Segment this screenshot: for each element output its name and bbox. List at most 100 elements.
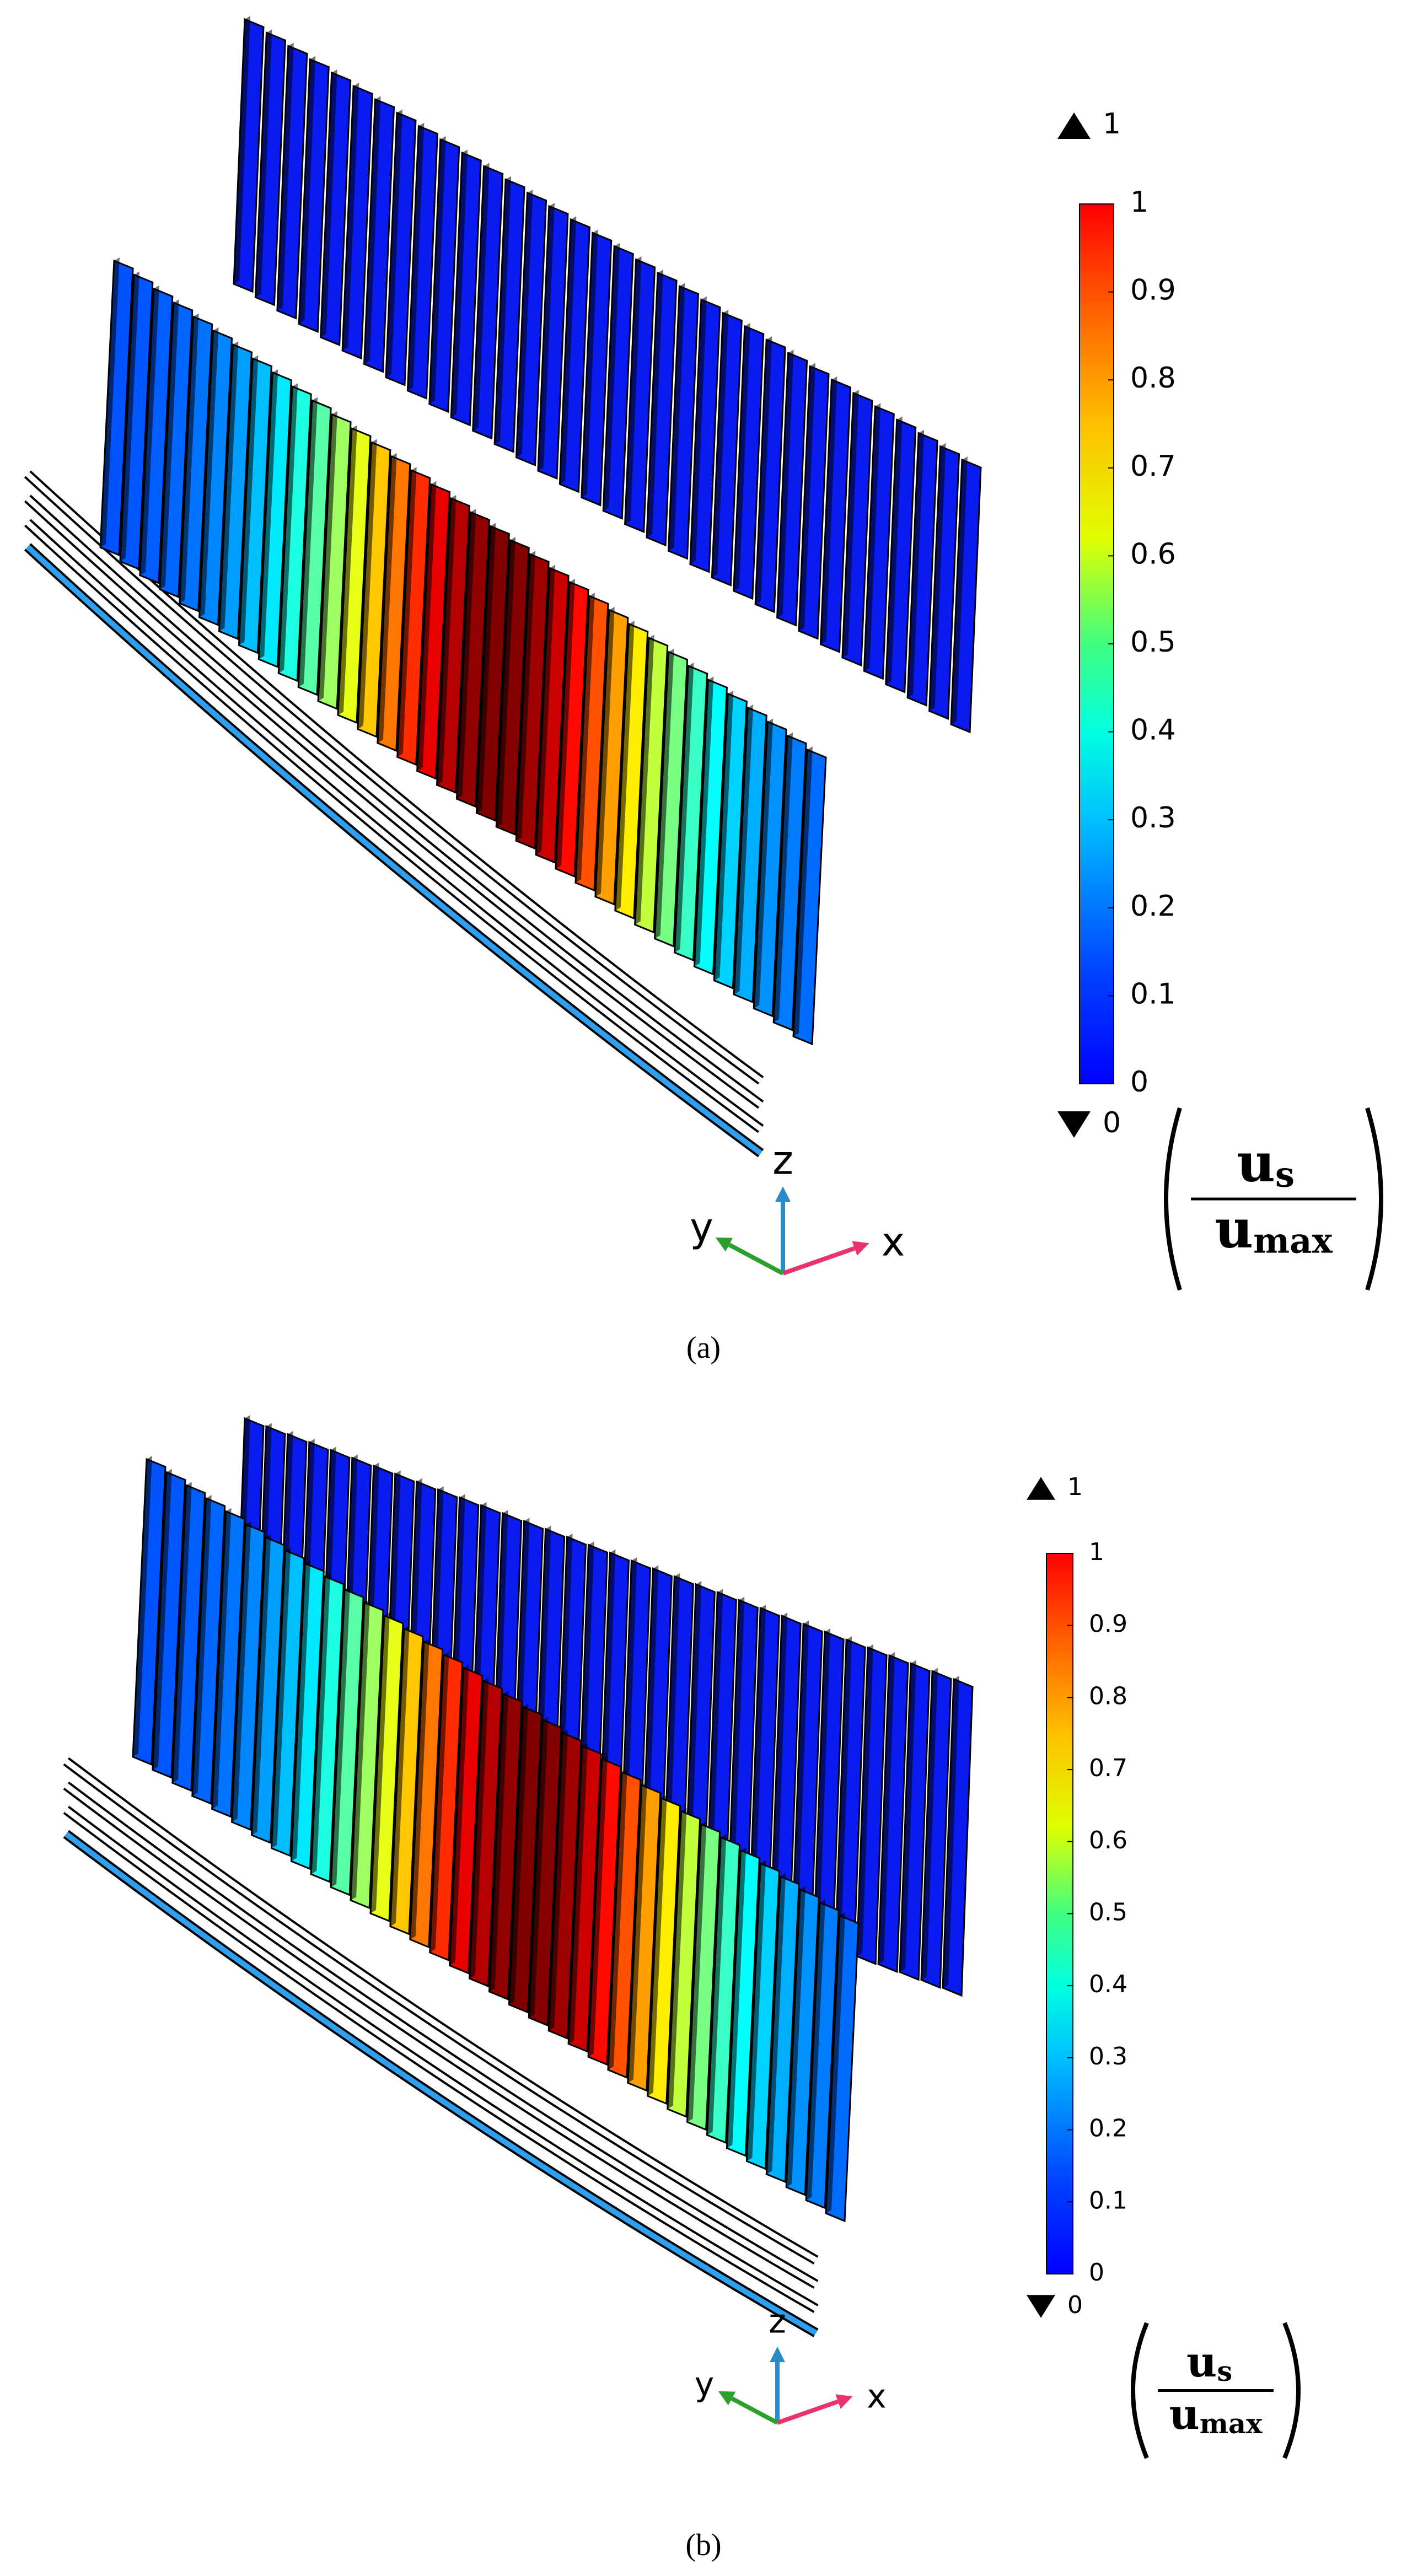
- fin-edge: [728, 1596, 745, 1909]
- fin-edge: [259, 369, 278, 659]
- x-arrow: [782, 1246, 856, 1276]
- fin-edge: [733, 322, 750, 591]
- fin-edge: [472, 163, 490, 431]
- fin-edge: [766, 1873, 786, 2175]
- paren-right: [1282, 2322, 1301, 2459]
- paren-left: [1131, 2322, 1149, 2459]
- denominator: umax: [1215, 1197, 1333, 1261]
- colorbar-tick-label: 1: [1130, 186, 1148, 219]
- fin-edge: [755, 336, 772, 605]
- fin-edge: [385, 109, 402, 378]
- x-arrow: [776, 2399, 839, 2425]
- fin-edge: [139, 285, 159, 576]
- colorbar-tick-label: 0: [1130, 1066, 1148, 1099]
- fin-edge: [278, 383, 298, 674]
- colorbar-tick-label: 0.7: [1130, 450, 1176, 483]
- denominator-symbol: u: [1169, 2390, 1200, 2439]
- fin-edge: [951, 456, 968, 724]
- caption: (b): [685, 2528, 721, 2562]
- fin-edge: [615, 620, 635, 911]
- fin-edge: [291, 1560, 311, 1862]
- y-arrow-head: [718, 2391, 736, 2406]
- fin-edge: [509, 1703, 529, 2005]
- fin-edge: [417, 481, 437, 771]
- colorbar-tick-label: 0.1: [1089, 2186, 1127, 2214]
- fin-edge: [311, 1573, 331, 1874]
- fin-edge: [192, 1494, 212, 1796]
- fin-edge: [835, 1636, 852, 1949]
- fin-edge: [568, 1743, 588, 2044]
- x-arrow-head: [852, 1241, 869, 1256]
- fin-edge: [878, 1652, 895, 1964]
- x-arrow-head: [835, 2394, 853, 2409]
- x-label: x: [882, 1219, 905, 1265]
- numerator-subscript: s: [1217, 2355, 1232, 2387]
- colorbar: [1079, 203, 1114, 1084]
- fin-edge: [806, 1899, 826, 2201]
- fin-edge: [674, 662, 694, 953]
- colorbar-tick-label: 0.9: [1130, 274, 1176, 307]
- fin-edge: [654, 648, 674, 939]
- panel: 00.10.20.30.40.50.60.70.80.9110usumaxzxy…: [24, 16, 1383, 1365]
- colorbar-tick-label: 0.8: [1089, 1682, 1127, 1710]
- fin-edge: [342, 83, 359, 351]
- fin-edge: [647, 1795, 667, 2096]
- max-label: 1: [1103, 107, 1121, 141]
- fin-edge: [172, 1482, 192, 1783]
- fin-edge: [370, 1612, 390, 1913]
- fin-edge: [496, 536, 516, 827]
- fin-edge: [199, 327, 219, 617]
- z-label: z: [772, 1137, 793, 1184]
- fin-edge: [489, 1690, 509, 1992]
- fin-edge: [451, 149, 468, 418]
- fin-edge: [538, 202, 555, 471]
- fin-edge: [900, 1660, 917, 1972]
- fin-edge: [814, 1628, 831, 1940]
- colorbar-tick-label: 0.6: [1089, 1826, 1127, 1854]
- colorbar-tick-label: 0.5: [1089, 1899, 1127, 1927]
- z-arrow-head: [770, 2347, 785, 2362]
- fin-edge: [255, 29, 272, 298]
- rail-face: [25, 472, 762, 1083]
- min-label: 0: [1067, 2291, 1083, 2319]
- fin-edge: [747, 1860, 766, 2161]
- fin-edge: [668, 283, 685, 551]
- fin-edge: [627, 1782, 647, 2083]
- numerator-subscript: s: [1275, 1154, 1295, 1195]
- paren-left: [1164, 1107, 1182, 1291]
- fin-edge: [469, 1677, 489, 1979]
- fin-edge: [437, 494, 457, 785]
- fin-edge: [603, 243, 620, 511]
- y-label: y: [690, 1204, 713, 1251]
- min-marker: [1057, 1111, 1091, 1138]
- fin-edge: [331, 1586, 351, 1887]
- fin-edge: [943, 1676, 959, 1988]
- fin-edge: [786, 1886, 806, 2187]
- min-label: 0: [1103, 1106, 1121, 1139]
- fin-edge: [714, 690, 734, 981]
- z-label: z: [769, 2303, 786, 2341]
- paren-right: [1365, 1107, 1383, 1291]
- fin-edge: [826, 1912, 845, 2213]
- fin-edge: [495, 176, 512, 444]
- fin-edge: [690, 296, 707, 564]
- fin-edge: [320, 69, 337, 337]
- fin-edge: [234, 16, 250, 284]
- fin-edge: [429, 1651, 449, 1953]
- numerator: us: [1186, 2337, 1232, 2387]
- max-label: 1: [1067, 1473, 1083, 1501]
- x-label: x: [867, 2378, 887, 2416]
- numerator-symbol: u: [1237, 1131, 1275, 1193]
- fin-edge: [299, 56, 316, 324]
- fin-edge: [864, 403, 881, 671]
- fin-edge: [159, 299, 179, 590]
- fin-edge: [707, 1834, 727, 2136]
- fin-edge: [429, 136, 446, 404]
- fin-edge: [647, 270, 664, 538]
- colorbar-tick-label: 0.5: [1130, 626, 1176, 659]
- fin-edge: [549, 1729, 568, 2031]
- y-arrow: [728, 1243, 784, 1276]
- denominator: umax: [1169, 2390, 1263, 2440]
- fin-edge: [516, 551, 536, 841]
